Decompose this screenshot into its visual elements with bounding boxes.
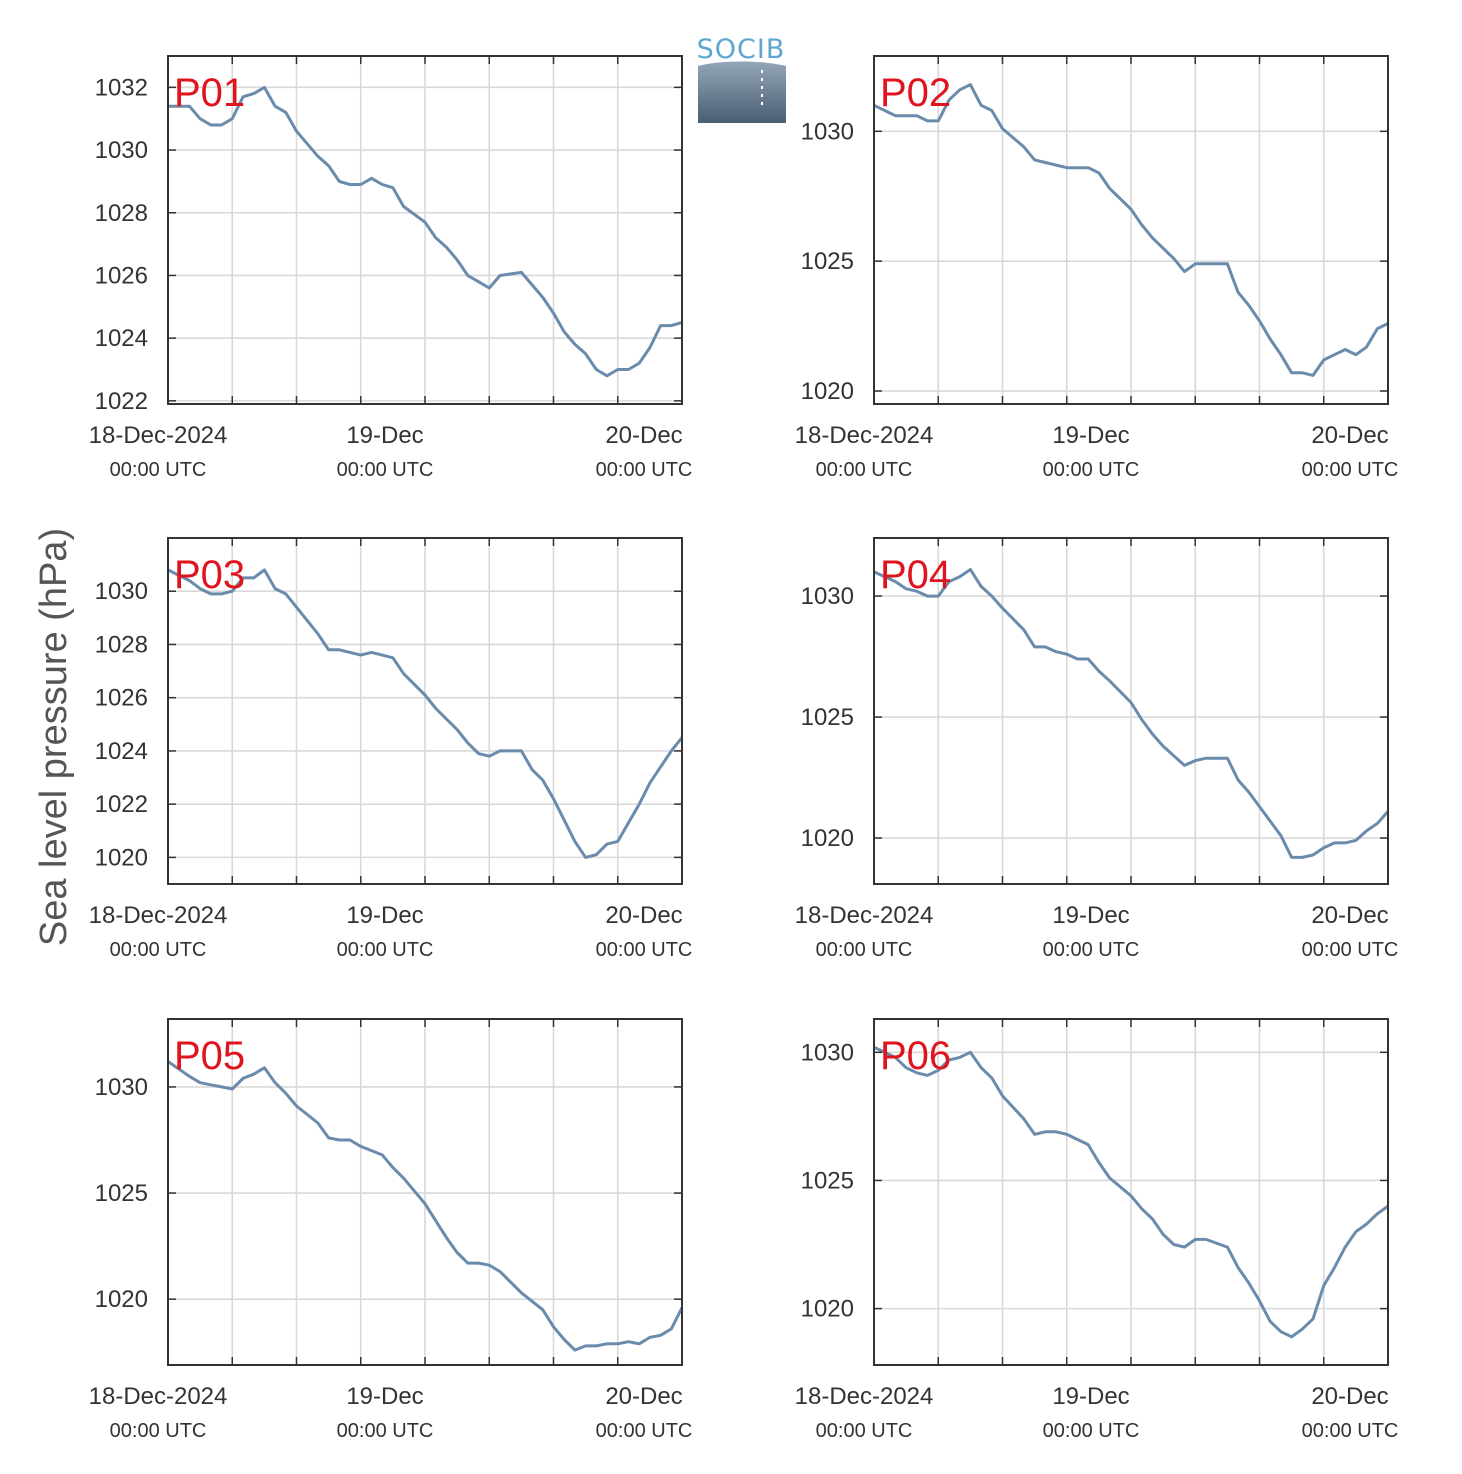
panel-p06: 1020 1025 1030 18-Dec-2024 00:00 UTC 19-Dec 00… xyxy=(795,1018,1399,1442)
y-tick-label: 1022 xyxy=(95,388,148,415)
y-tick-label: 1025 xyxy=(801,704,854,731)
panel-p04: 1020 1025 1030 18-Dec-2024 00:00 UTC 19-Dec 00… xyxy=(795,537,1399,961)
panel-label-p03: P03 xyxy=(174,553,245,597)
x-tick-label: 20-Dec xyxy=(1311,1383,1388,1410)
pressure-series-line xyxy=(873,83,1389,377)
x-tick-sublabel: 00:00 UTC xyxy=(596,459,693,481)
socib-logo-text: SOCIB xyxy=(697,34,786,65)
y-tick-label: 1022 xyxy=(95,791,148,818)
x-tick-sublabel: 00:00 UTC xyxy=(816,459,913,481)
socib-logo-wave-icon xyxy=(698,61,786,123)
x-tick-sublabel: 00:00 UTC xyxy=(816,1420,913,1442)
panel-p03: 1020 1022 1024 1026 1028 1030 18-Dec-2024 00:00… xyxy=(89,537,693,961)
y-tick-label: 1020 xyxy=(95,844,148,871)
pressure-series-line xyxy=(873,1045,1389,1339)
x-tick-label: 18-Dec-2024 xyxy=(795,902,934,929)
y-tick-label: 1020 xyxy=(801,825,854,852)
x-tick-sublabel: 00:00 UTC xyxy=(110,1420,207,1442)
x-tick-sublabel: 00:00 UTC xyxy=(596,1420,693,1442)
panel-p01: 1022 1024 1026 1028 1030 1032 18-Dec-2024 00:00… xyxy=(89,55,693,481)
x-tick-label: 19-Dec xyxy=(1052,1383,1129,1410)
x-tick-sublabel: 00:00 UTC xyxy=(337,459,434,481)
x-tick-sublabel: 00:00 UTC xyxy=(1043,459,1140,481)
x-tick-label: 18-Dec-2024 xyxy=(89,1383,228,1410)
x-tick-label: 19-Dec xyxy=(346,422,423,449)
x-tick-label: 19-Dec xyxy=(346,902,423,929)
y-tick-label: 1025 xyxy=(801,1167,854,1194)
y-tick-label: 1030 xyxy=(801,118,854,145)
x-tick-label: 20-Dec xyxy=(1311,902,1388,929)
y-tick-label: 1028 xyxy=(95,631,148,658)
y-tick-label: 1028 xyxy=(95,200,148,227)
panels-group: 1022 1024 1026 1028 1030 1032 18-Dec-2024 00:00… xyxy=(89,55,1399,1442)
x-tick-sublabel: 00:00 UTC xyxy=(1302,939,1399,961)
panel-p02: 1020 1025 1030 18-Dec-2024 00:00 UTC 19-Dec 00… xyxy=(795,55,1399,481)
x-tick-label: 18-Dec-2024 xyxy=(89,902,228,929)
x-tick-sublabel: 00:00 UTC xyxy=(1043,939,1140,961)
panel-label-p01: P01 xyxy=(174,71,245,115)
x-tick-sublabel: 00:00 UTC xyxy=(1302,459,1399,481)
x-tick-sublabel: 00:00 UTC xyxy=(110,939,207,961)
y-tick-label: 1030 xyxy=(95,137,148,164)
x-tick-label: 18-Dec-2024 xyxy=(795,1383,934,1410)
y-tick-label: 1026 xyxy=(95,262,148,289)
x-tick-label: 20-Dec xyxy=(605,902,682,929)
y-tick-label: 1030 xyxy=(801,583,854,610)
x-tick-label: 20-Dec xyxy=(605,1383,682,1410)
x-tick-sublabel: 00:00 UTC xyxy=(816,939,913,961)
x-tick-sublabel: 00:00 UTC xyxy=(596,939,693,961)
y-tick-label: 1030 xyxy=(801,1039,854,1066)
panel-label-p04: P04 xyxy=(880,553,951,597)
pressure-series-line xyxy=(873,568,1390,859)
x-tick-sublabel: 00:00 UTC xyxy=(1043,1420,1140,1442)
y-tick-label: 1024 xyxy=(95,738,148,765)
x-tick-label: 19-Dec xyxy=(346,1383,423,1410)
y-axis-title: Sea level pressure (hPa) xyxy=(33,528,75,946)
y-tick-label: 1025 xyxy=(801,248,854,275)
x-tick-sublabel: 00:00 UTC xyxy=(337,1420,434,1442)
x-tick-label: 20-Dec xyxy=(605,422,682,449)
x-tick-sublabel: 00:00 UTC xyxy=(337,939,434,961)
x-tick-sublabel: 00:00 UTC xyxy=(1302,1420,1399,1442)
panel-p05: 1020 1025 1030 18-Dec-2024 00:00 UTC 19-Dec 00… xyxy=(89,1018,693,1442)
y-tick-label: 1020 xyxy=(95,1286,148,1313)
panel-label-p02: P02 xyxy=(880,71,951,115)
x-tick-label: 19-Dec xyxy=(1052,422,1129,449)
y-tick-label: 1030 xyxy=(95,1074,148,1101)
y-tick-label: 1020 xyxy=(801,1296,854,1323)
panel-label-p05: P05 xyxy=(174,1034,245,1078)
y-tick-label: 1020 xyxy=(801,378,854,405)
y-tick-label: 1026 xyxy=(95,685,148,712)
x-tick-label: 18-Dec-2024 xyxy=(795,422,934,449)
panel-label-p06: P06 xyxy=(880,1034,951,1078)
y-tick-label: 1032 xyxy=(95,74,148,101)
y-tick-label: 1024 xyxy=(95,325,148,352)
x-tick-label: 20-Dec xyxy=(1311,422,1388,449)
x-tick-sublabel: 00:00 UTC xyxy=(110,459,207,481)
x-tick-label: 18-Dec-2024 xyxy=(89,422,228,449)
pressure-series-line xyxy=(168,85,683,378)
socib-logo: SOCIB xyxy=(697,34,786,123)
y-tick-label: 1025 xyxy=(95,1180,148,1207)
pressure-series-line xyxy=(167,1060,684,1352)
y-tick-label: 1030 xyxy=(95,578,148,605)
x-tick-label: 19-Dec xyxy=(1052,902,1129,929)
pressure-series-line xyxy=(167,568,684,859)
